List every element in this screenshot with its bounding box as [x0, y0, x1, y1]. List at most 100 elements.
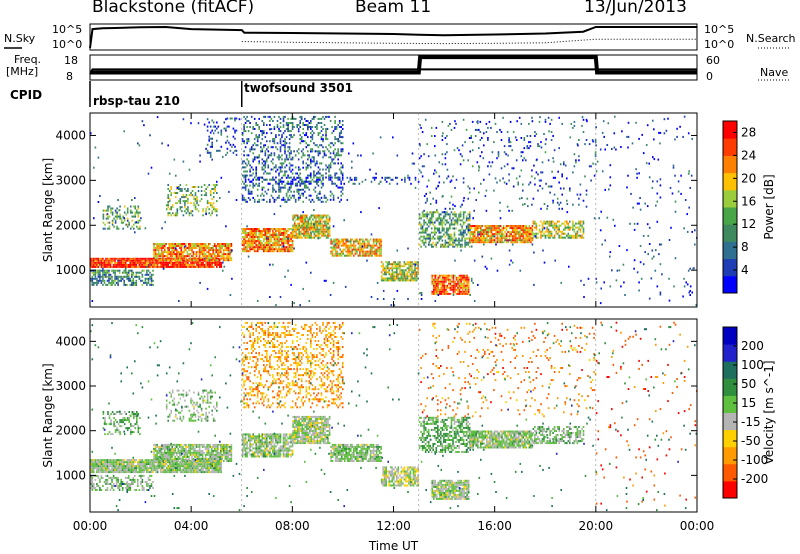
power-cell: [340, 250, 343, 253]
power-cell: [537, 236, 539, 239]
power-cell: [329, 194, 332, 197]
power-cell: [309, 228, 311, 231]
power-cell: [152, 269, 154, 272]
power-cell: [117, 215, 120, 218]
power-cell: [184, 200, 186, 203]
power-cell: [547, 236, 550, 239]
power-cell: [333, 248, 335, 251]
power-cell: [275, 164, 277, 167]
power-cell: [176, 259, 178, 262]
power-cell: [199, 160, 201, 163]
power-cell: [247, 160, 250, 163]
power-cell: [207, 247, 210, 249]
power-cell: [217, 131, 220, 134]
power-cell: [486, 233, 488, 236]
power-cell: [576, 193, 579, 196]
power-cell: [576, 236, 579, 239]
power-cell: [327, 234, 329, 237]
power-cell: [464, 243, 466, 246]
power-cell: [355, 178, 358, 181]
power-cell: [299, 182, 301, 185]
power-cell: [304, 236, 307, 239]
power-cell: [127, 259, 130, 262]
power-cell: [246, 250, 248, 253]
power-cell: [405, 279, 407, 282]
power-cell: [543, 232, 545, 235]
power-cell: [292, 226, 294, 229]
power-cell: [177, 243, 180, 245]
power-cell: [321, 234, 323, 237]
power-cell: [515, 177, 518, 180]
power-cell: [578, 139, 580, 141]
power-cell: [490, 241, 493, 244]
power-cell: [96, 283, 98, 286]
power-cell: [499, 235, 502, 238]
power-cell: [291, 178, 294, 181]
power-cell: [167, 214, 169, 217]
power-cell: [114, 271, 116, 274]
power-cell: [114, 275, 116, 278]
power-cell: [337, 178, 339, 181]
power-cell: [547, 220, 550, 223]
power-cell: [501, 229, 503, 232]
power-cell: [156, 245, 158, 247]
power-cell: [475, 225, 477, 227]
power-cell: [528, 239, 531, 242]
power-cell: [561, 193, 563, 196]
power-cell: [105, 261, 107, 264]
power-cell: [310, 160, 312, 163]
power-cell: [109, 257, 112, 260]
power-cell: [258, 246, 260, 249]
power-cell: [578, 155, 580, 158]
power-cell: [278, 250, 280, 253]
power-cell: [252, 240, 254, 243]
power-cell: [322, 184, 324, 187]
power-cell: [446, 286, 449, 289]
power-cell: [114, 263, 116, 266]
power-cell: [393, 271, 395, 274]
power-cell: [452, 241, 454, 244]
power-cell: [108, 215, 111, 218]
power-cell: [97, 271, 100, 274]
power-cell: [227, 247, 230, 249]
power-cell: [516, 225, 518, 227]
power-cell: [269, 242, 271, 245]
power-cell: [134, 213, 137, 216]
power-region-4: [165, 184, 218, 217]
power-cell: [448, 286, 450, 289]
power-cell: [182, 253, 184, 256]
power-cell: [223, 265, 226, 268]
power-cell: [645, 144, 648, 146]
power-cell: [467, 241, 469, 244]
power-cell: [287, 237, 289, 240]
power-cell: [541, 228, 544, 231]
power-cell: [298, 224, 300, 227]
power-cell: [320, 196, 323, 199]
power-cell: [269, 154, 271, 157]
power-cell: [496, 229, 499, 232]
power-cell: [549, 122, 551, 125]
power-cell: [320, 174, 323, 177]
power-cell: [162, 259, 164, 262]
power-cell: [490, 229, 493, 232]
power-cell: [397, 273, 400, 276]
power-cell: [447, 241, 450, 244]
power-cell: [481, 235, 484, 238]
power-cell: [441, 239, 444, 242]
power-cell: [420, 155, 422, 158]
power-cell: [120, 261, 122, 264]
power-cell: [490, 165, 492, 168]
power-cell: [313, 209, 315, 212]
power-cell: [334, 136, 336, 139]
power-cell: [94, 269, 97, 272]
power-cell: [437, 276, 440, 279]
power-cell: [107, 221, 109, 224]
power-cell: [372, 244, 375, 247]
power-cell: [340, 252, 343, 255]
power-cell: [97, 259, 100, 262]
power-cell: [123, 130, 125, 133]
power-cell: [230, 259, 233, 262]
power-cell: [647, 234, 649, 237]
power-cell: [372, 240, 375, 243]
power-cell: [688, 291, 690, 294]
